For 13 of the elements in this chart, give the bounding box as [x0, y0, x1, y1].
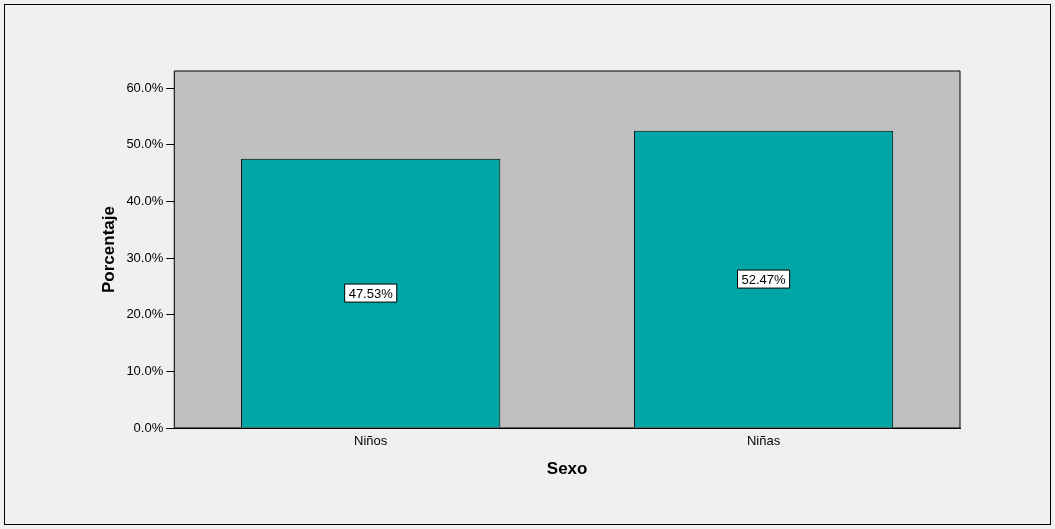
y-tick-label: 0.0%	[133, 419, 164, 435]
data-label: 47.53%	[348, 285, 394, 301]
y-tick-label: 20.0%	[126, 306, 164, 322]
y-tick-label: 40.0%	[126, 192, 164, 208]
x-axis-title: Sexo	[546, 459, 588, 479]
y-tick-label: 30.0%	[126, 249, 164, 265]
x-tick-label: Niños	[354, 433, 388, 449]
y-axis-title: Porcentaje	[98, 206, 118, 293]
data-label: 52.47%	[741, 271, 787, 287]
y-tick-label: 50.0%	[126, 136, 164, 152]
y-tick-label: 60.0%	[126, 79, 164, 95]
x-tick-label: Niñas	[746, 433, 781, 449]
y-tick-label: 10.0%	[126, 362, 164, 378]
